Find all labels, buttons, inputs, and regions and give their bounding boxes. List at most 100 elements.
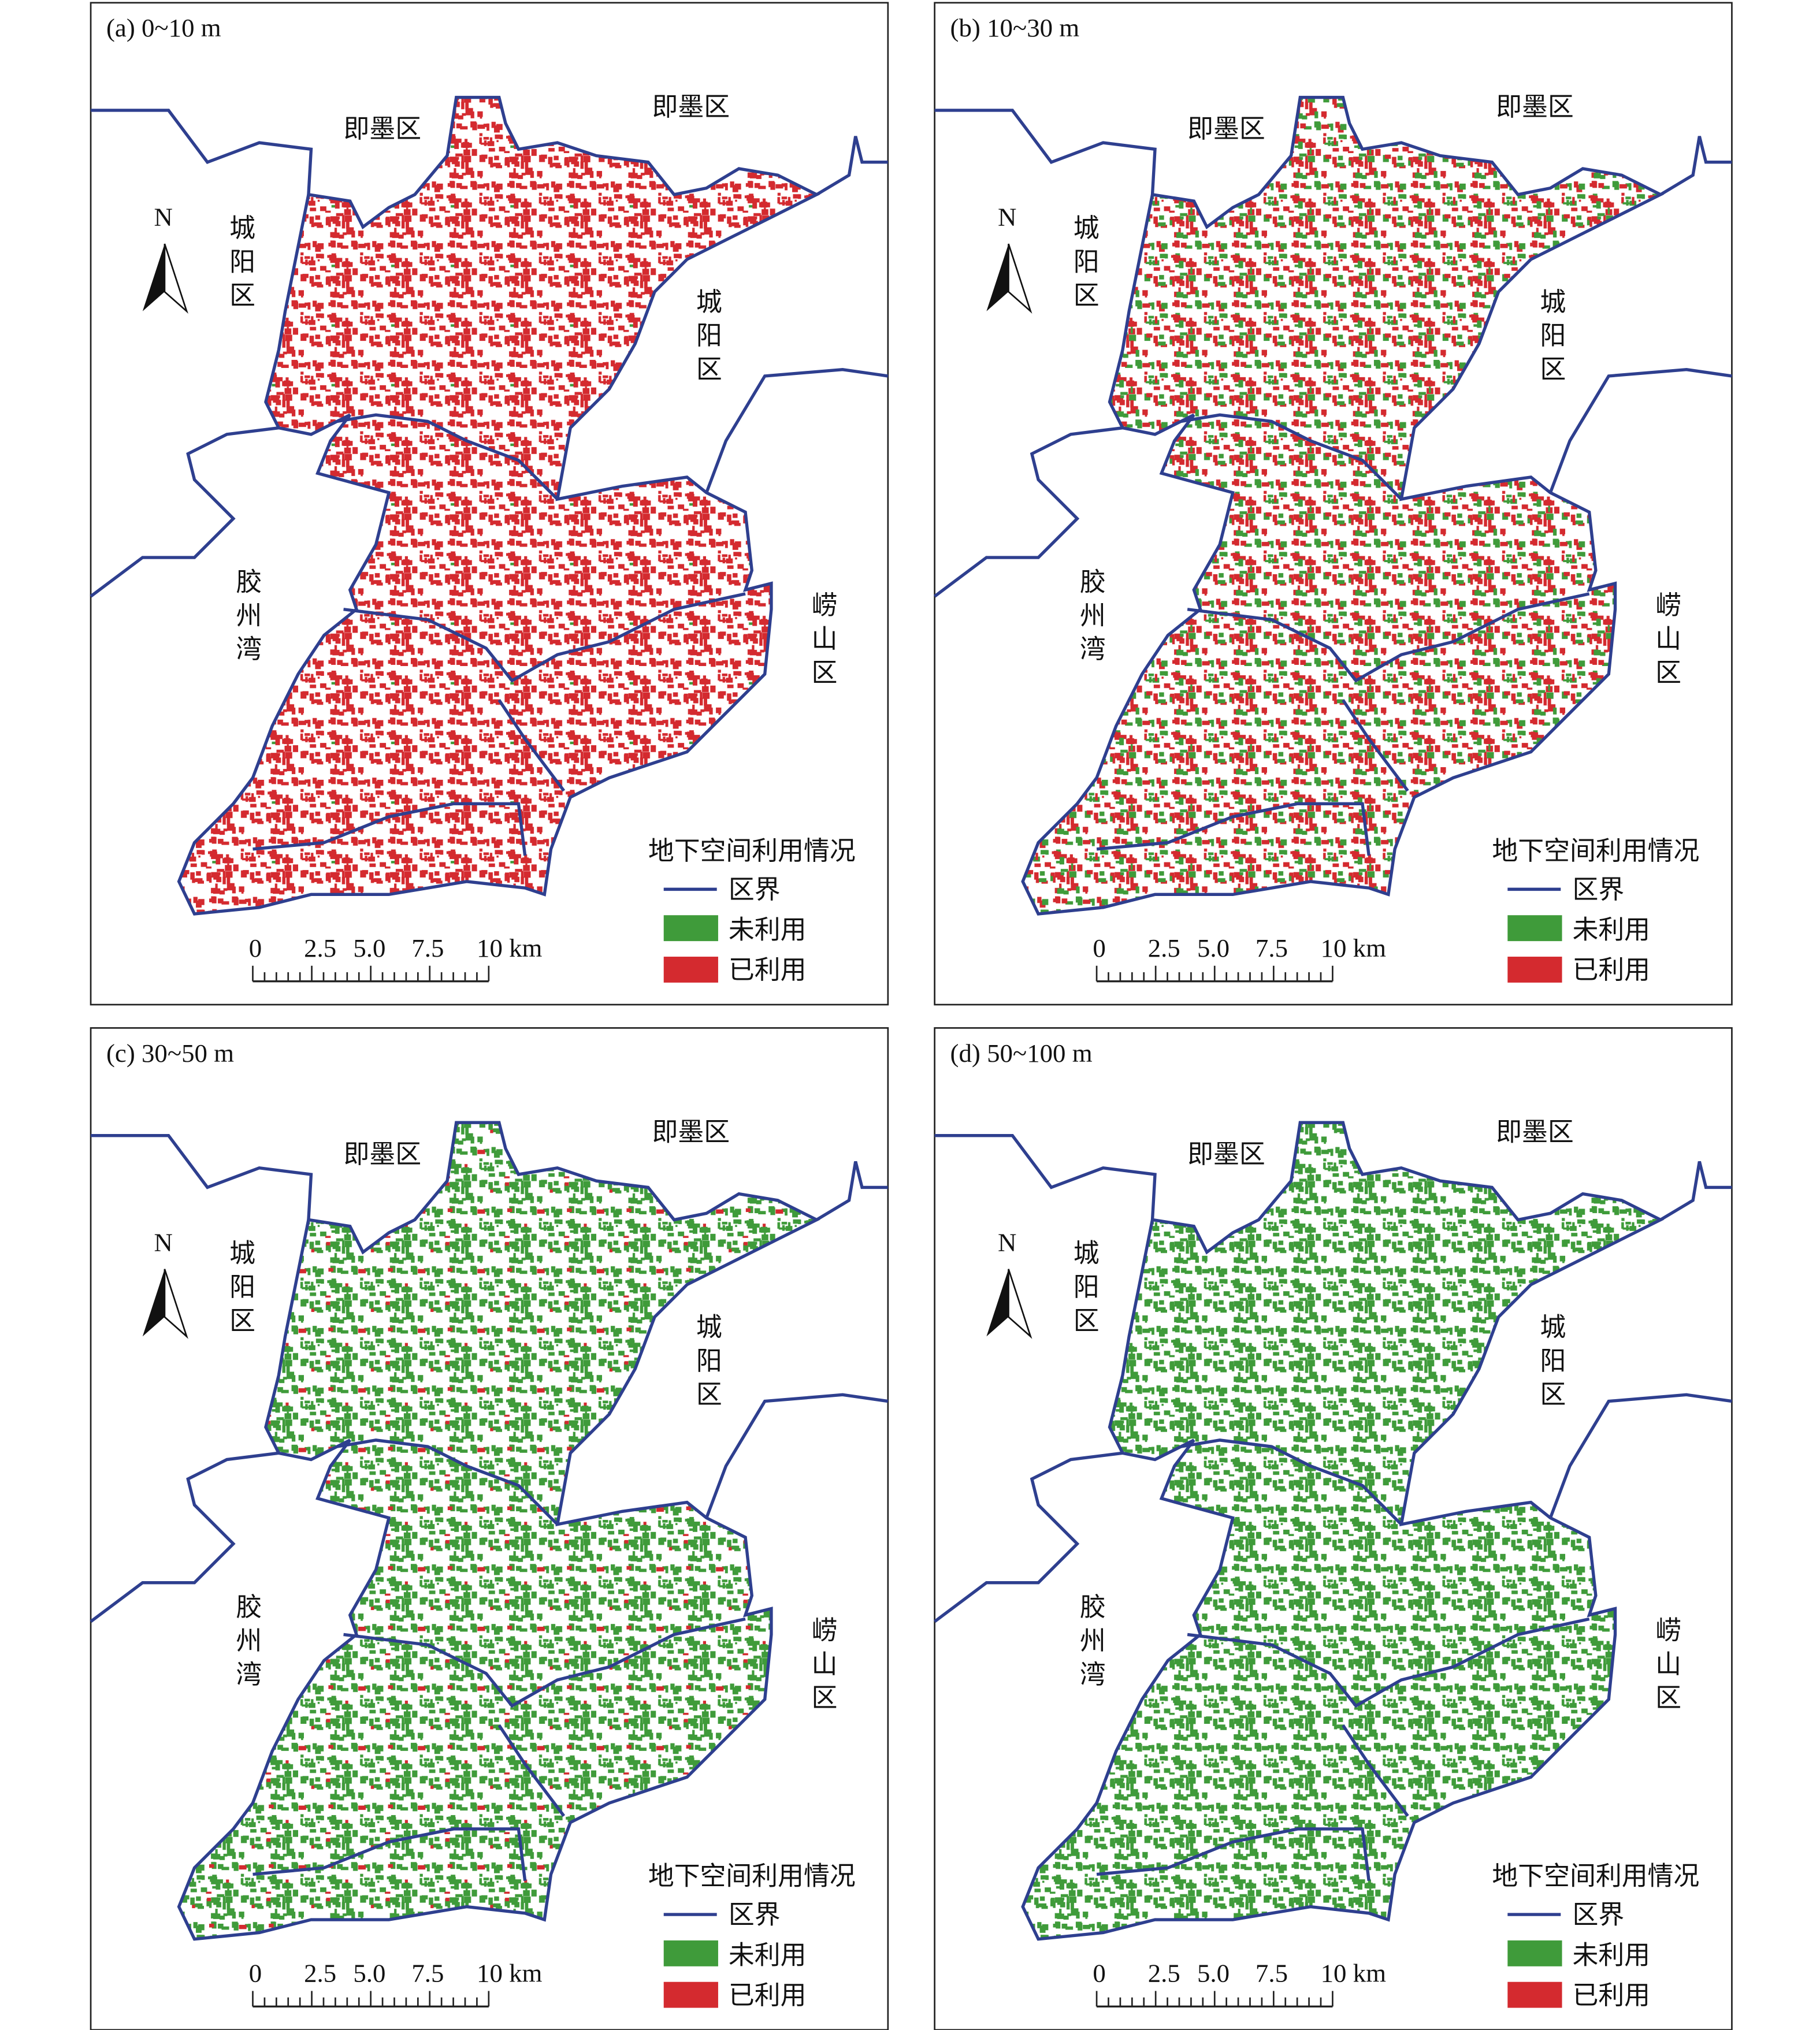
scale-label: 0 <box>1093 934 1105 962</box>
north-arrow <box>164 1269 188 1339</box>
district-label: 即墨区 <box>1187 1140 1265 1169</box>
scale-label: 0 <box>249 934 262 962</box>
district-label: 城阳区 <box>1536 288 1565 389</box>
scale-label: 5.0 <box>1197 934 1230 962</box>
scale-label: 10 km <box>1321 934 1387 962</box>
district-boundary <box>91 1133 313 1220</box>
north-arrow <box>1008 243 1032 314</box>
scale-label: 2.5 <box>304 1959 336 1988</box>
district-label: 即墨区 <box>344 1140 422 1169</box>
district-label: 即墨区 <box>1496 92 1574 121</box>
district-boundary <box>816 136 888 196</box>
legend-label: 已利用 <box>729 955 807 984</box>
legend-label: 区界 <box>729 875 781 904</box>
panel-title: (d) 50~100 m <box>950 1039 1093 1068</box>
legend-label: 已利用 <box>1572 955 1650 984</box>
legend-swatch <box>663 1940 718 1966</box>
panel-title: (c) 30~50 m <box>106 1039 234 1068</box>
district-label: 即墨区 <box>1496 1118 1574 1147</box>
district-label: 城阳区 <box>225 214 254 315</box>
north-arrow <box>1008 1269 1032 1339</box>
legend-swatch <box>1507 915 1562 942</box>
scale-label: 10 km <box>477 1959 543 1988</box>
legend-label: 已利用 <box>1572 1981 1650 2010</box>
legend-title: 地下空间利用情况 <box>648 1861 856 1890</box>
scale-label: 2.5 <box>1148 934 1180 962</box>
legend-label: 区界 <box>1572 875 1624 904</box>
district-label: 即墨区 <box>1187 114 1265 143</box>
district-label: 城阳区 <box>1069 214 1098 315</box>
district-boundary <box>336 413 559 500</box>
scale-label: 10 km <box>1321 1959 1387 1988</box>
district-label: 城阳区 <box>1536 1313 1565 1414</box>
bay-label: 胶州湾 <box>1076 568 1105 669</box>
district-boundary <box>816 1161 888 1221</box>
district-boundary <box>336 1438 559 1526</box>
district-boundary <box>497 699 566 792</box>
legend-swatch <box>663 1981 718 2008</box>
district-label: 城阳区 <box>692 1313 721 1414</box>
scale-label: 7.5 <box>411 1959 444 1988</box>
legend-swatch <box>663 915 718 942</box>
district-boundary <box>177 1121 820 1941</box>
land-use-area <box>179 1122 817 1939</box>
district-boundary <box>1659 136 1732 196</box>
district-boundary <box>1180 1438 1403 1526</box>
legend-title: 地下空间利用情况 <box>1492 1861 1699 1890</box>
scale-label: 7.5 <box>411 934 444 962</box>
scale-label: 10 km <box>477 934 543 962</box>
scale-label: 5.0 <box>353 934 385 962</box>
north-arrow <box>142 244 165 311</box>
district-label: 崂山区 <box>807 591 836 692</box>
panel-title: (a) 0~10 m <box>106 13 221 42</box>
north-label: N <box>154 203 172 232</box>
district-boundary <box>1548 1393 1732 1519</box>
legend-label: 区界 <box>1572 1901 1624 1929</box>
land-use-area <box>179 97 817 914</box>
legend-title: 地下空间利用情况 <box>1492 836 1699 865</box>
district-label: 崂山区 <box>1651 1616 1680 1717</box>
legend-swatch <box>1507 1940 1562 1966</box>
scale-label: 0 <box>1093 1959 1105 1988</box>
district-label: 崂山区 <box>1651 591 1680 692</box>
north-arrow <box>142 1269 165 1337</box>
panel-title: (b) 10~30 m <box>950 13 1080 42</box>
district-boundary <box>90 426 279 598</box>
district-boundary <box>1096 1827 1370 1882</box>
legend-label: 未利用 <box>729 1940 807 1969</box>
north-arrow <box>986 244 1009 311</box>
legend-swatch <box>1507 957 1562 983</box>
scale-label: 7.5 <box>1256 1959 1288 1988</box>
legend-swatch <box>663 957 718 983</box>
district-boundary <box>1187 592 1590 683</box>
bay-label: 胶州湾 <box>232 568 261 669</box>
district-boundary <box>705 1393 889 1519</box>
district-boundary <box>1021 1121 1665 1941</box>
bay-label: 胶州湾 <box>232 1593 261 1694</box>
legend-label: 区界 <box>729 1901 781 1929</box>
district-boundary <box>1342 1724 1409 1817</box>
bay-label: 胶州湾 <box>1076 1593 1105 1694</box>
scale-label: 2.5 <box>304 934 336 962</box>
scale-label: 0 <box>249 1959 262 1988</box>
district-label: 崂山区 <box>807 1616 836 1717</box>
district-label: 城阳区 <box>225 1239 254 1340</box>
land-use-area <box>1023 1122 1661 1939</box>
land-use-area <box>1023 97 1661 914</box>
district-boundary <box>1096 802 1370 856</box>
district-boundary <box>343 1617 746 1708</box>
district-boundary <box>1659 1161 1732 1221</box>
district-label: 即墨区 <box>652 1118 730 1147</box>
north-label: N <box>154 1228 172 1256</box>
north-label: N <box>998 1228 1016 1256</box>
district-boundary <box>1548 367 1732 493</box>
legend-label: 未利用 <box>1572 1940 1650 1969</box>
district-boundary <box>705 367 889 493</box>
district-boundary <box>252 802 527 856</box>
district-boundary <box>90 1451 279 1623</box>
district-boundary <box>177 95 820 916</box>
